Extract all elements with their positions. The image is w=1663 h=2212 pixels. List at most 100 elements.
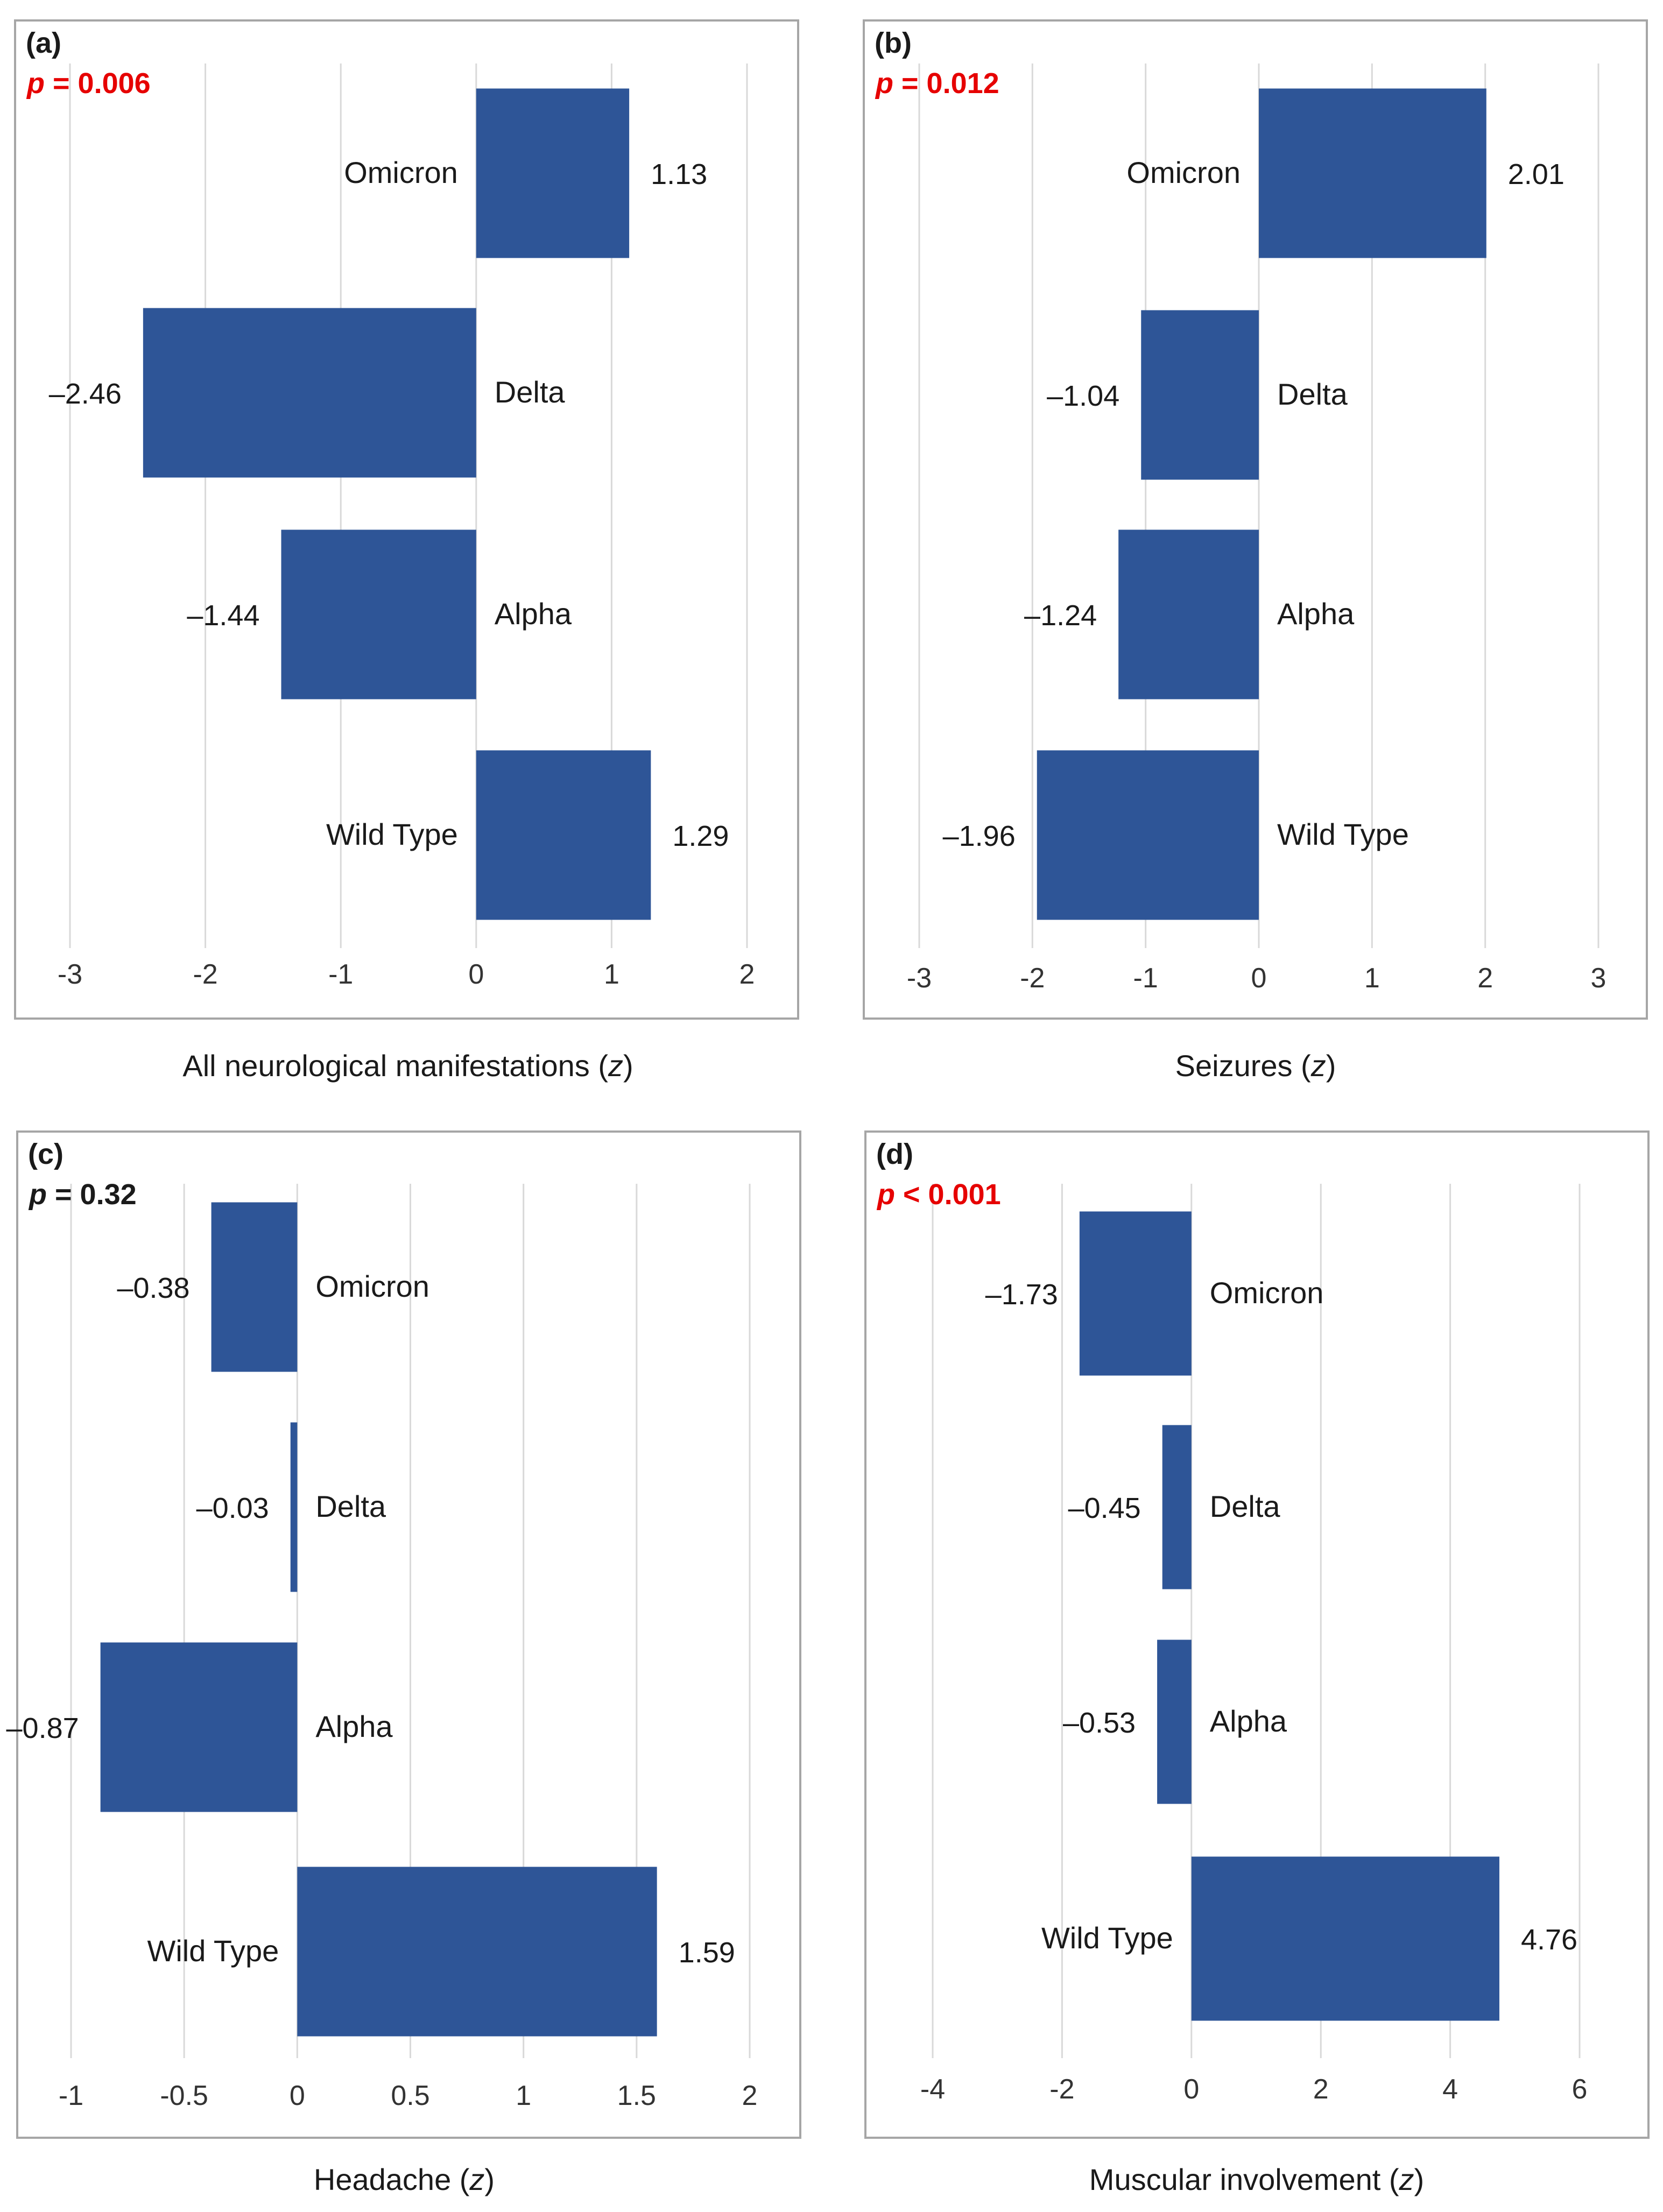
bar-delta [1141,310,1259,480]
data-label: 4.76 [1521,1924,1577,1956]
category-label: Delta [1210,1489,1281,1523]
data-label: –2.46 [49,378,122,410]
x-tick-label: -3 [58,959,82,990]
panel-letter: (d) [876,1138,913,1170]
p-symbol: p [28,1178,47,1211]
category-label: Alpha [495,597,572,631]
x-tick-label: 0 [468,959,484,990]
x-tick-label: 0.5 [391,2080,429,2111]
data-label: –0.38 [117,1272,189,1304]
x-tick-label: 1 [1364,963,1380,994]
bar-delta [1162,1425,1192,1589]
x-tick-label: 0 [1251,963,1267,994]
bar-alpha [1118,529,1259,699]
x-tick-label: 0 [1183,2074,1199,2105]
x-tick-label: 1 [604,959,619,990]
x-tick-label: -3 [907,963,932,994]
bar-wild-type [476,750,651,920]
x-tick-label: 1 [516,2080,531,2111]
p-value-label: p = 0.32 [28,1178,137,1211]
category-label: Wild Type [1277,817,1409,851]
x-tick-label: -1 [59,2080,83,2111]
bar-omicron [1079,1211,1192,1376]
x-tick-label: 2 [739,959,755,990]
x-tick-label: -2 [1020,963,1045,994]
panel-frame [863,19,1648,1020]
x-tick-label: 2 [742,2080,758,2111]
x-tick-label: -1 [328,959,353,990]
data-label: –0.45 [1068,1492,1141,1524]
data-label: 1.13 [651,158,707,190]
data-label: –1.04 [1047,380,1119,412]
x-axis-label-close: ) [623,1049,633,1083]
p-value: < 0.001 [895,1178,1001,1211]
data-label: –1.44 [187,599,259,632]
bar-alpha [281,529,476,699]
category-label: Omicron [315,1269,429,1303]
category-label: Delta [495,375,566,409]
p-value-label: p = 0.006 [26,67,151,100]
category-label: Delta [1277,377,1348,411]
category-label: Omicron [1126,156,1241,189]
x-tick-label: -1 [1133,963,1158,994]
data-label: –1.24 [1024,599,1097,632]
category-label: Alpha [1277,597,1355,631]
bar-delta [290,1422,298,1592]
category-label: Wild Type [326,817,458,851]
x-axis-label: All neurological manifestations (z) [182,1049,633,1083]
chart-panel-3: -1 -0.5 0 0.5 1 1.5 2 Omicron –0.38 Delta –0.03 Alp… [6,1130,801,2196]
category-label: Alpha [315,1709,393,1743]
x-axis-label-close: ) [484,2162,495,2196]
panel-frame [14,19,799,1020]
data-label: –0.87 [6,1712,79,1744]
bar-delta [143,308,476,478]
x-tick-label: -0.5 [160,2080,208,2111]
x-tick-label: 2 [1477,963,1493,994]
x-tick-label: -2 [1049,2074,1074,2105]
x-axis-label-variable: z [608,1049,623,1083]
panel-frame [864,1130,1650,2139]
data-label: 1.29 [672,820,729,852]
x-tick-label: 0 [290,2080,305,2111]
bar-wild-type [1191,1856,1499,2021]
bar-wild-type [1037,750,1259,920]
panel-letter: (c) [28,1138,64,1170]
x-axis-label: Muscular involvement (z) [1089,2162,1424,2196]
data-label: –1.73 [985,1278,1058,1311]
x-tick-label: 4 [1442,2074,1458,2105]
x-axis-label-text: All neurological manifestations ( [182,1049,608,1083]
chart-panel-1: -3 -2 -1 0 1 2 Omicron 1.13 Delta –2.46 Alpha –1.44… [14,19,799,1083]
bar-wild-type [297,1867,657,2037]
x-axis-label: Headache (z) [314,2162,495,2196]
x-axis-label-text: Muscular involvement ( [1089,2162,1399,2196]
x-axis-label: Seizures (z) [1175,1049,1336,1083]
p-value: = 0.006 [45,67,151,100]
p-value: = 0.012 [893,67,999,100]
chart-panel-4: -4 -2 0 2 4 6 Omicron –1.73 Delta –0.45 Alpha –0.53… [864,1130,1650,2196]
p-symbol: p [876,1178,895,1211]
data-label: –0.03 [196,1492,269,1524]
data-label: 2.01 [1508,158,1565,190]
category-label: Wild Type [1041,1921,1173,1955]
panel-letter: (b) [875,27,912,59]
p-value: = 0.32 [47,1178,137,1211]
category-label: Delta [315,1489,386,1523]
x-tick-label: 1.5 [617,2080,656,2111]
category-label: Omicron [1210,1276,1324,1310]
p-value-label: p < 0.001 [876,1178,1001,1211]
bar-omicron [1259,88,1486,258]
x-axis-label-text: Seizures ( [1175,1049,1311,1083]
x-tick-label: 3 [1591,963,1606,994]
category-label: Omicron [344,156,458,189]
p-symbol: p [26,67,45,100]
bar-alpha [1157,1639,1192,1804]
x-tick-label: -4 [920,2074,945,2105]
bar-omicron [476,88,630,258]
x-tick-label: 6 [1572,2074,1588,2105]
data-label: –0.53 [1063,1707,1136,1739]
x-axis-label-text: Headache ( [314,2162,470,2196]
bar-alpha [100,1642,298,1812]
x-axis-label-variable: z [1310,1049,1326,1083]
bar-omicron [211,1202,298,1372]
